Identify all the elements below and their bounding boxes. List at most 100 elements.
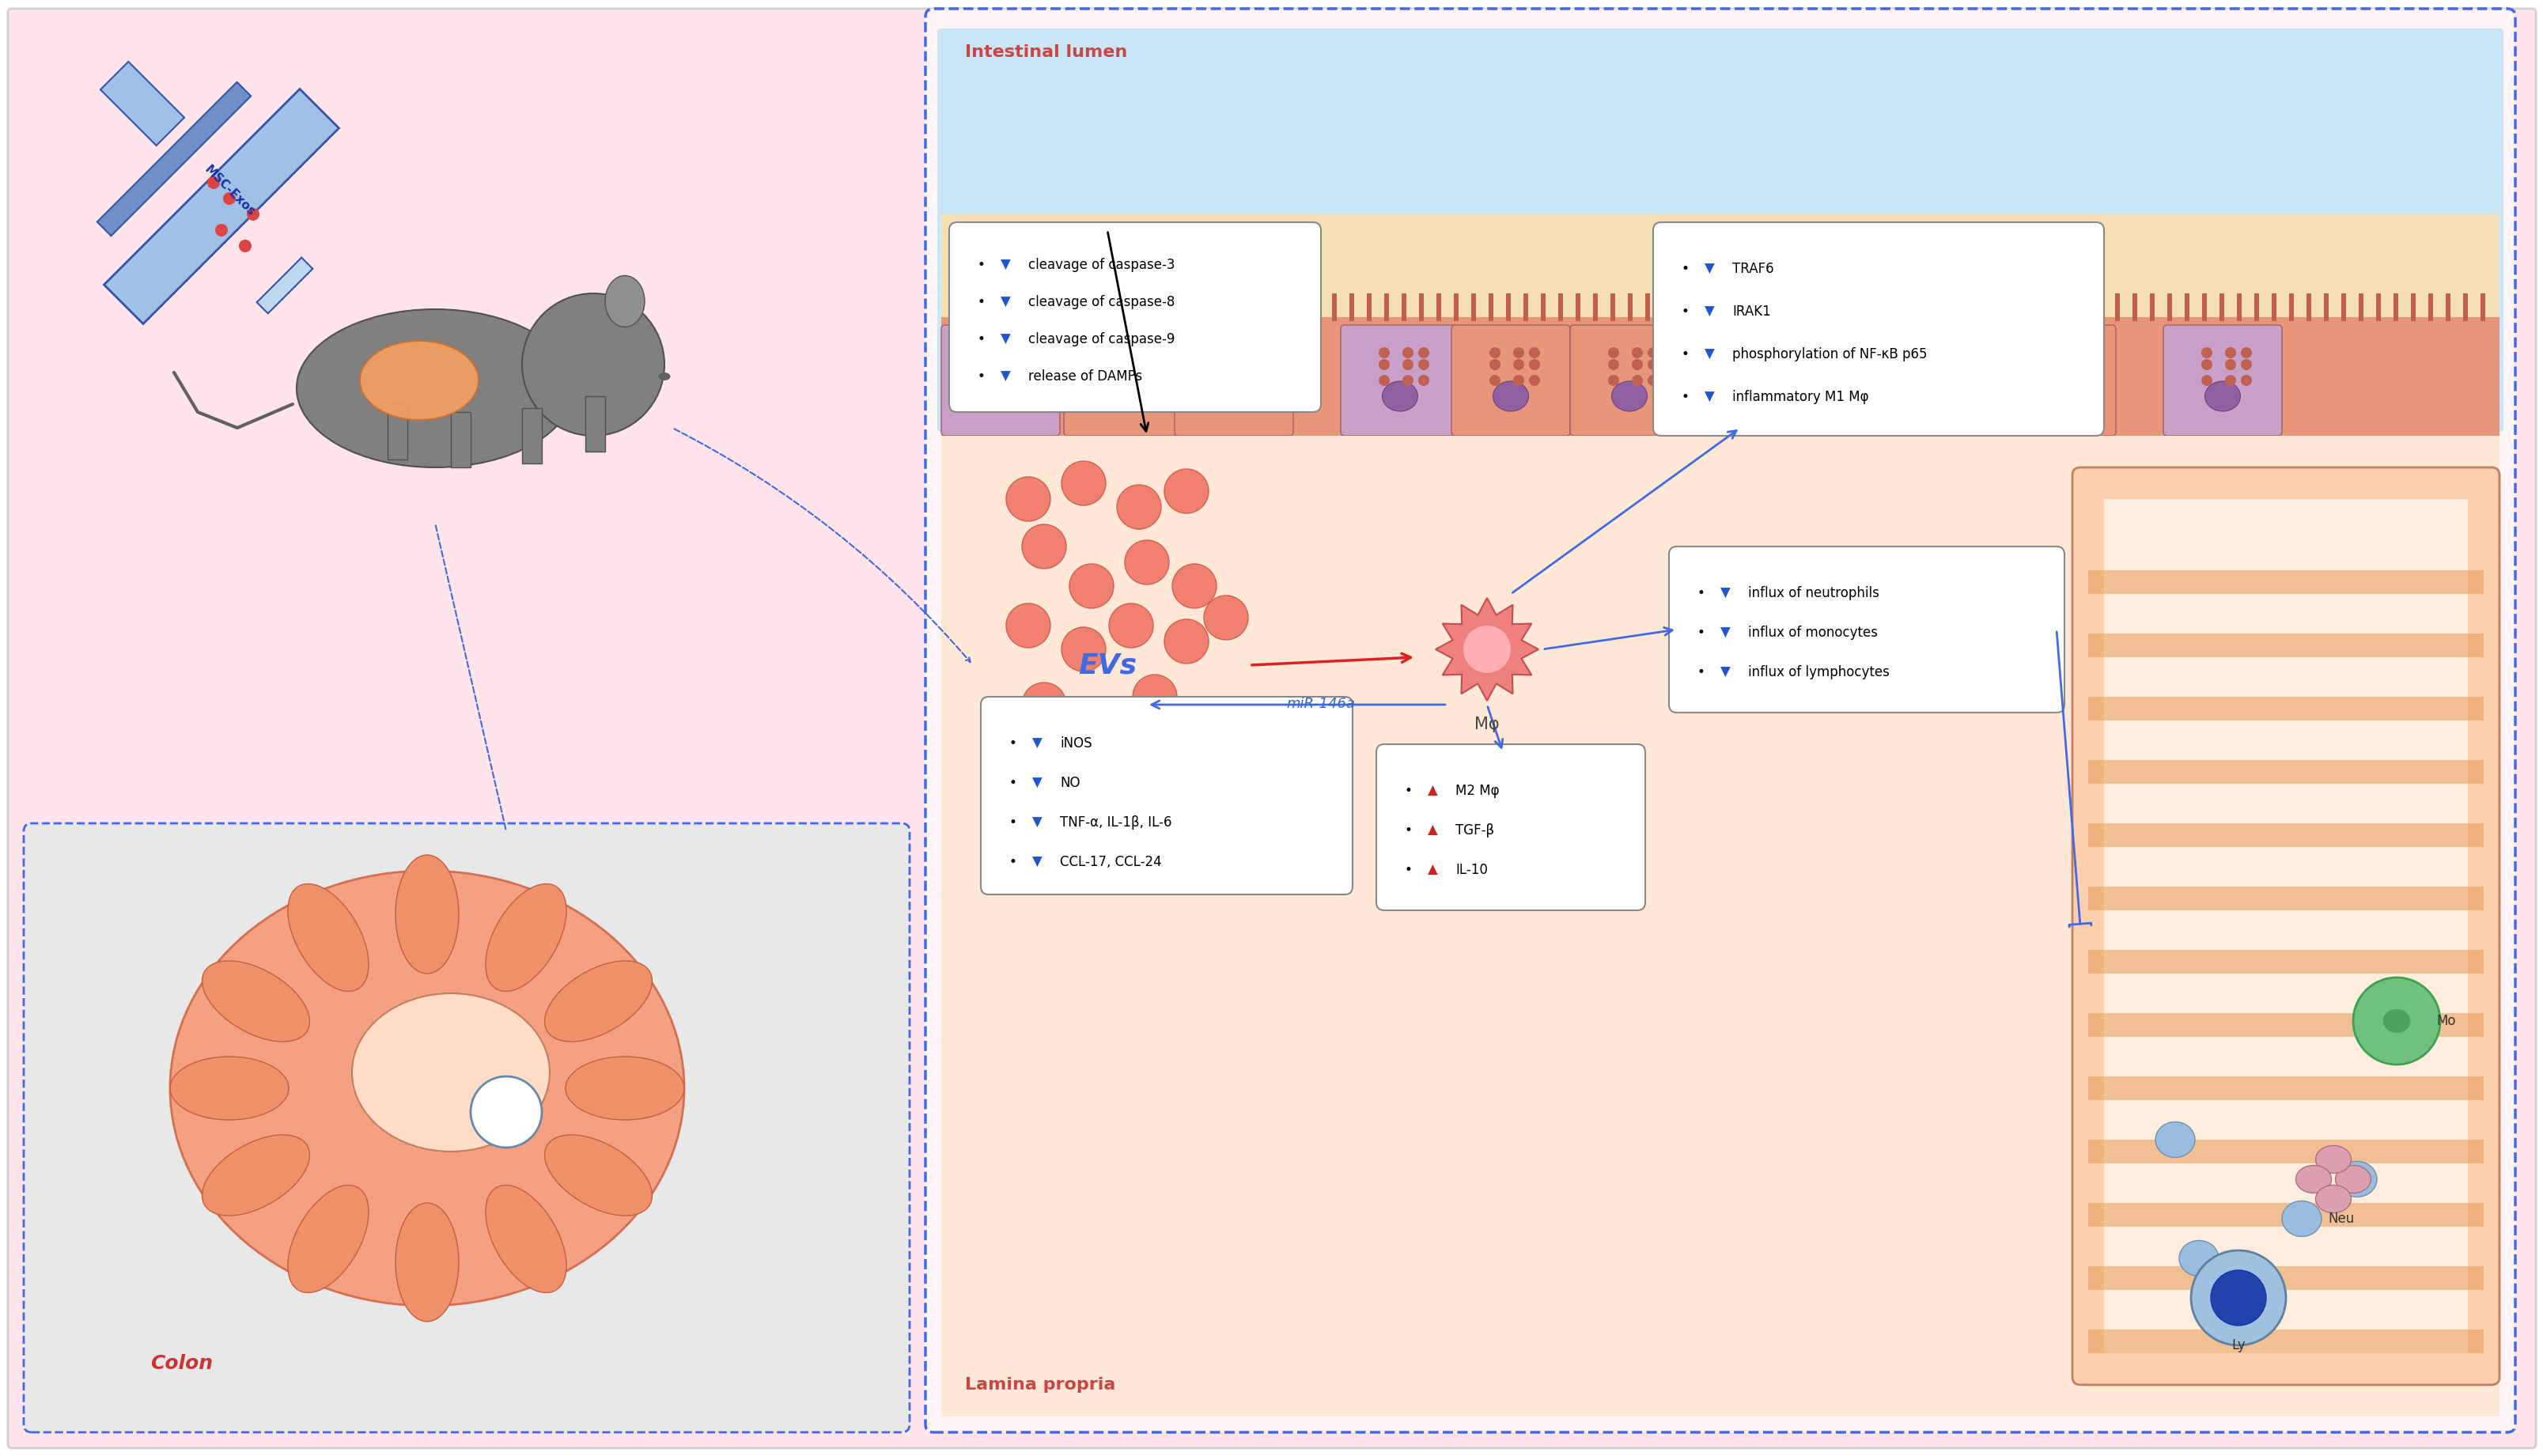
Circle shape: [1528, 347, 1539, 358]
Circle shape: [470, 1076, 542, 1147]
Circle shape: [1213, 347, 1223, 358]
Circle shape: [1002, 360, 1015, 370]
Circle shape: [1124, 540, 1170, 584]
Ellipse shape: [1920, 381, 1956, 411]
Circle shape: [2200, 360, 2212, 370]
Text: TRAF6: TRAF6: [1732, 262, 1772, 277]
Ellipse shape: [170, 871, 684, 1306]
Bar: [2444, 294, 2449, 322]
Text: cleavage of caspase-8: cleavage of caspase-8: [1027, 296, 1175, 309]
Circle shape: [1017, 374, 1030, 386]
Circle shape: [521, 294, 664, 435]
Circle shape: [216, 224, 229, 236]
Circle shape: [1165, 619, 1208, 664]
Circle shape: [1915, 374, 1928, 386]
Circle shape: [224, 192, 236, 205]
Bar: [585, 396, 605, 451]
Bar: [387, 405, 407, 460]
Ellipse shape: [2154, 1123, 2195, 1158]
Circle shape: [2057, 360, 2070, 370]
Text: ▼: ▼: [1032, 776, 1043, 791]
Circle shape: [1002, 347, 1015, 358]
Ellipse shape: [982, 381, 1017, 411]
Text: NO: NO: [1060, 776, 1081, 791]
Ellipse shape: [2037, 381, 2073, 411]
FancyBboxPatch shape: [1668, 546, 2065, 712]
Bar: [1505, 294, 1511, 322]
Bar: [1401, 294, 1406, 322]
Bar: [1053, 294, 1058, 322]
Circle shape: [1790, 347, 1800, 358]
Text: ▼: ▼: [1032, 855, 1043, 869]
Ellipse shape: [544, 961, 651, 1041]
Text: Ly: Ly: [2230, 1338, 2245, 1353]
Bar: [1559, 294, 1561, 322]
Ellipse shape: [2296, 1165, 2332, 1192]
Circle shape: [1124, 360, 1137, 370]
Bar: [2088, 760, 2482, 783]
Circle shape: [1607, 360, 1620, 370]
Circle shape: [1513, 347, 1523, 358]
Bar: [2088, 571, 2482, 594]
Bar: [450, 412, 470, 467]
Bar: [2289, 294, 2294, 322]
Text: •: •: [977, 258, 984, 272]
Circle shape: [1007, 478, 1050, 521]
Circle shape: [1378, 347, 1388, 358]
Circle shape: [1513, 374, 1523, 386]
Circle shape: [2034, 374, 2045, 386]
FancyArrowPatch shape: [1152, 700, 1444, 709]
Bar: [966, 294, 971, 322]
Text: Colon: Colon: [150, 1354, 214, 1373]
Polygon shape: [99, 61, 183, 146]
Bar: [1854, 294, 1859, 322]
Ellipse shape: [544, 1134, 651, 1216]
Bar: [2411, 294, 2416, 322]
Bar: [2088, 823, 2482, 847]
Circle shape: [2352, 977, 2439, 1064]
Circle shape: [1101, 347, 1114, 358]
Bar: [2080, 294, 2085, 322]
Polygon shape: [1434, 598, 1539, 700]
Text: ▼: ▼: [999, 332, 1010, 347]
Bar: [1592, 294, 1597, 322]
Circle shape: [1180, 699, 1223, 743]
Bar: [2088, 697, 2482, 721]
Bar: [2062, 294, 2067, 322]
Bar: [1976, 294, 1981, 322]
Circle shape: [206, 176, 219, 189]
Circle shape: [1813, 360, 1823, 370]
Bar: [1455, 294, 1457, 322]
Bar: [1210, 294, 1216, 322]
Circle shape: [2210, 1270, 2266, 1325]
Ellipse shape: [2337, 1162, 2375, 1197]
Bar: [1017, 294, 1022, 322]
Circle shape: [1251, 374, 1264, 386]
Bar: [2462, 294, 2467, 322]
Circle shape: [1236, 360, 1246, 370]
Bar: [1541, 294, 1546, 322]
Circle shape: [1915, 360, 1928, 370]
Text: inflammatory M1 Mφ: inflammatory M1 Mφ: [1732, 390, 1869, 405]
Circle shape: [2057, 347, 2070, 358]
Bar: [941, 317, 2500, 435]
Circle shape: [2034, 360, 2045, 370]
Ellipse shape: [565, 1057, 684, 1120]
Bar: [2235, 294, 2240, 322]
Circle shape: [1490, 347, 1500, 358]
Text: •: •: [1681, 390, 1689, 405]
Circle shape: [1132, 674, 1177, 719]
Circle shape: [979, 347, 989, 358]
Text: ▲: ▲: [1427, 863, 1437, 877]
Circle shape: [1172, 563, 1216, 609]
Circle shape: [1213, 360, 1223, 370]
Bar: [1383, 294, 1388, 322]
Text: IL-10: IL-10: [1455, 863, 1488, 877]
Bar: [1437, 294, 1442, 322]
Bar: [2088, 949, 2482, 974]
Text: •: •: [1404, 783, 1411, 798]
Bar: [1297, 294, 1302, 322]
Bar: [984, 294, 989, 322]
Circle shape: [1142, 360, 1152, 370]
Bar: [1714, 294, 1719, 322]
